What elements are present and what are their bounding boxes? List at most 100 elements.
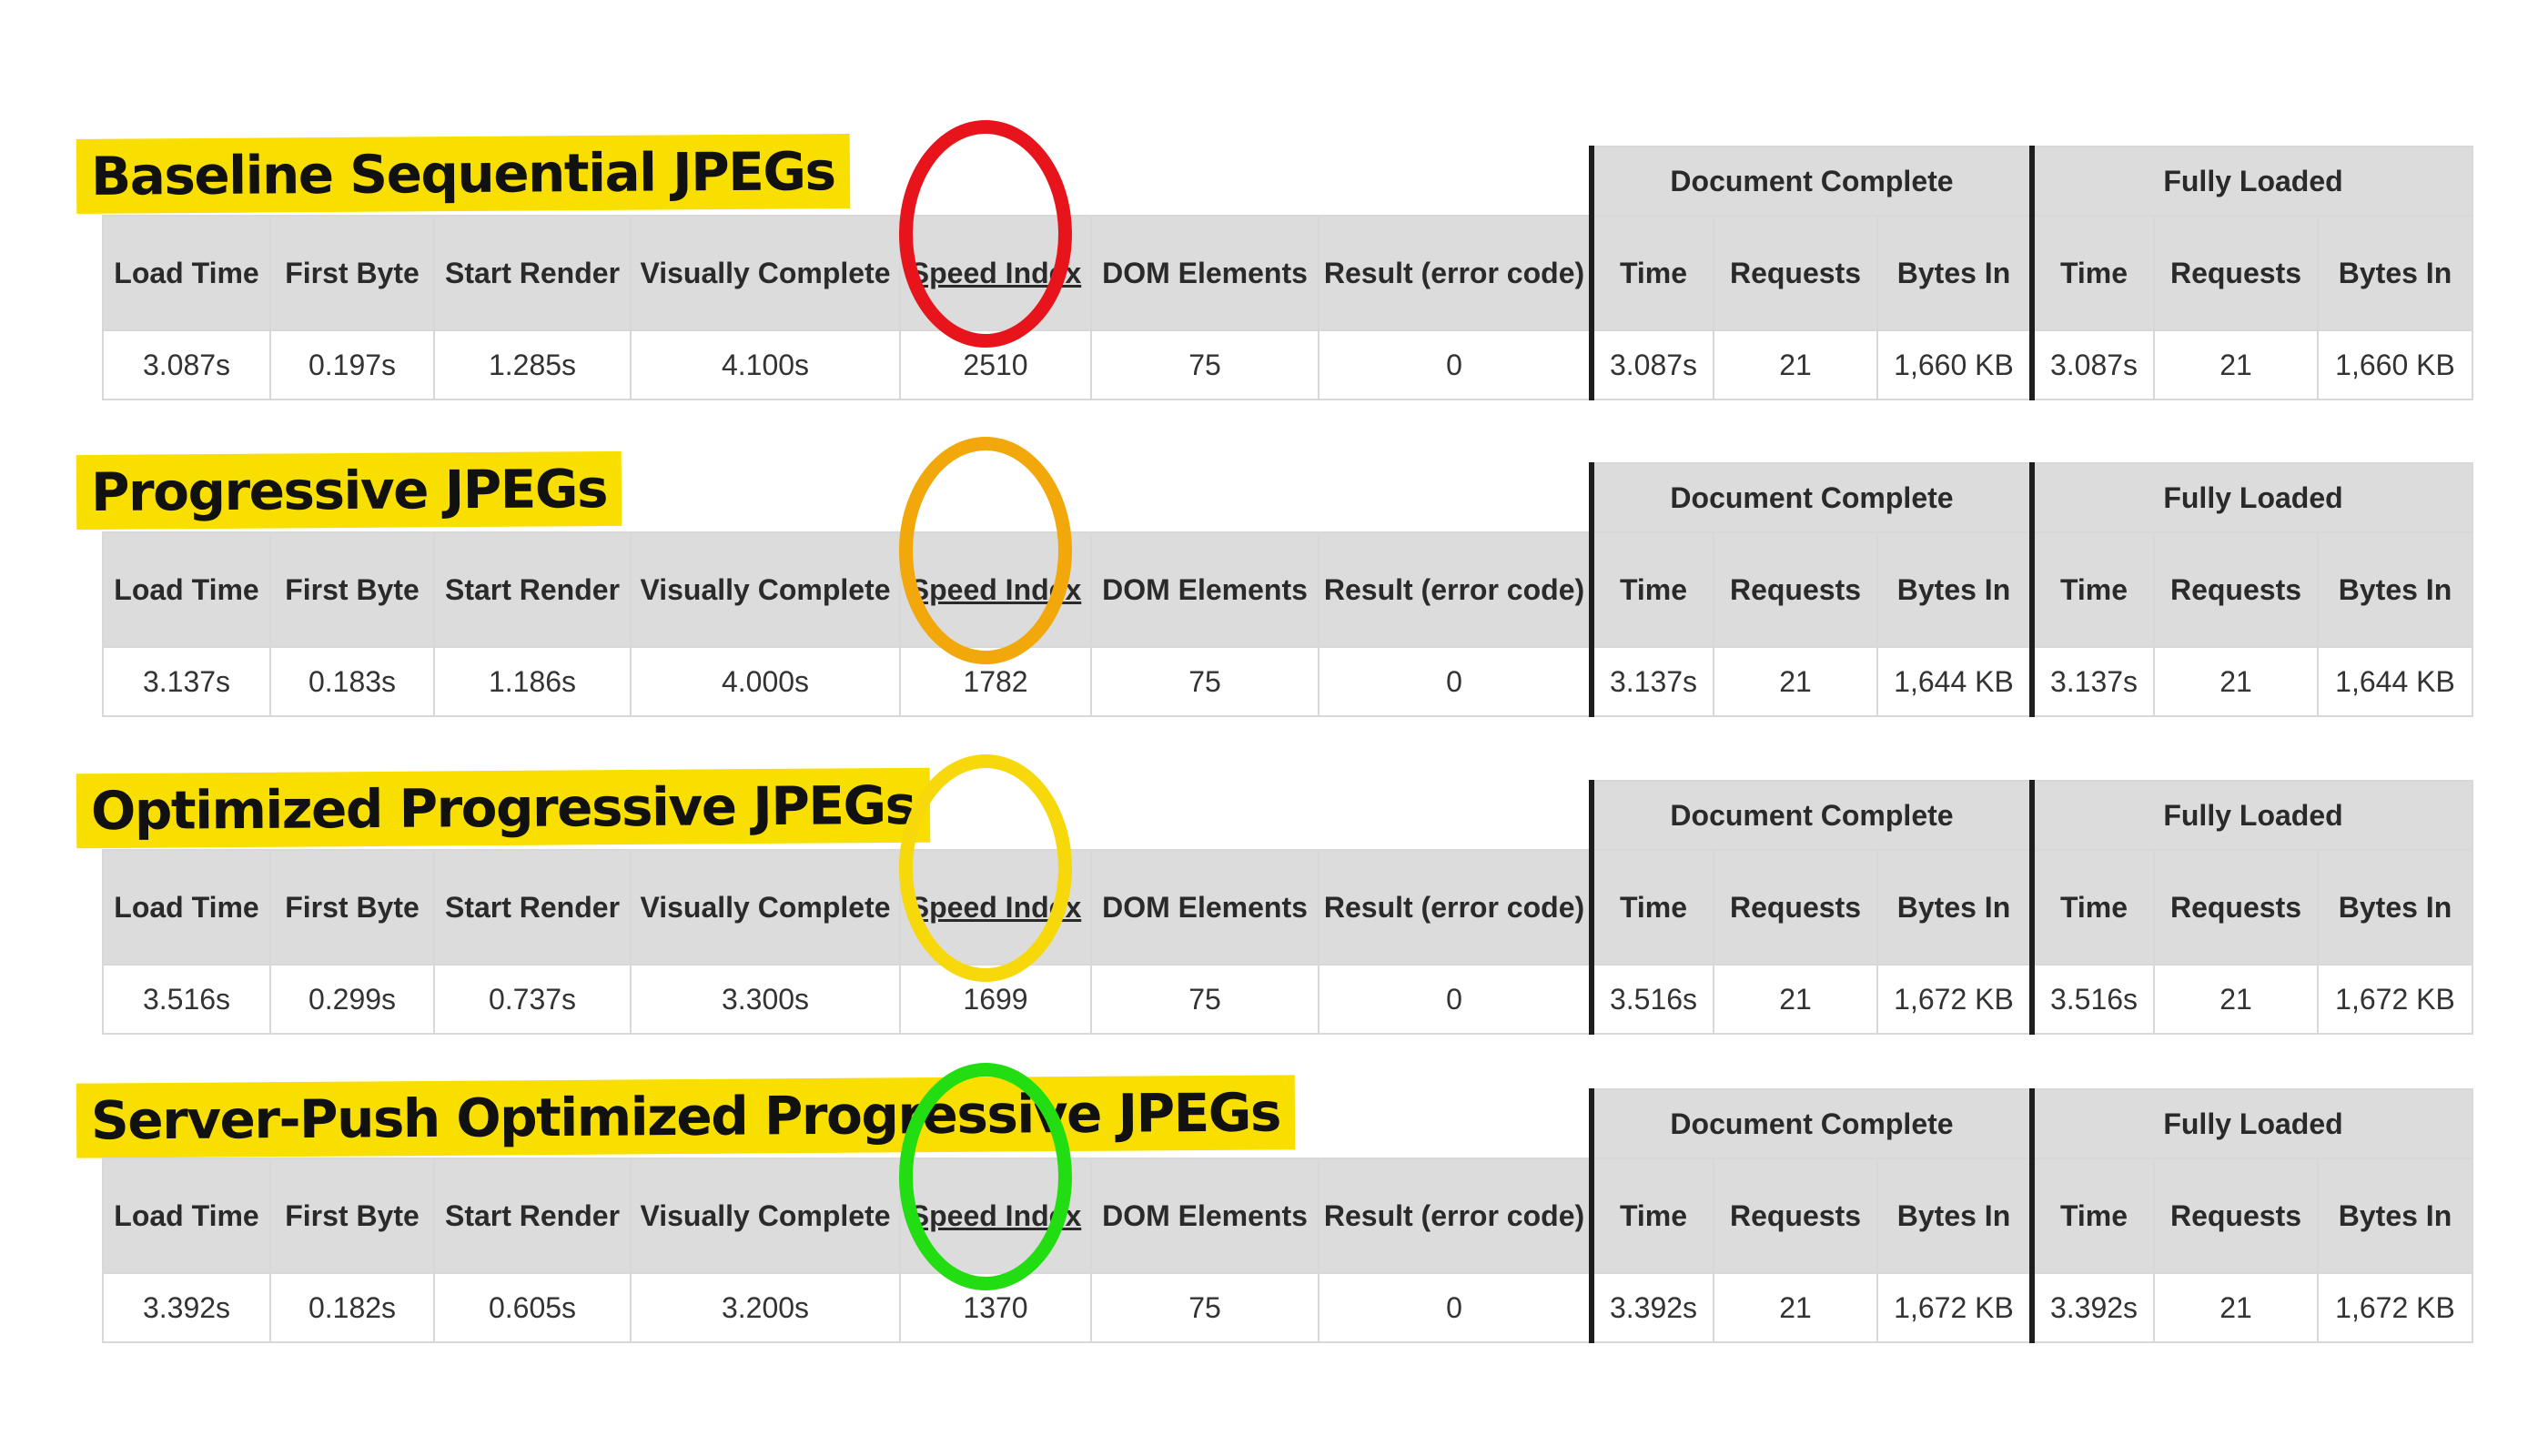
visually-complete-value: 3.300s [630, 964, 901, 1035]
speed-index-header[interactable]: Speed Index [899, 849, 1092, 966]
fully-loaded-header: Fully Loaded [2029, 462, 2473, 533]
full-bytes-header: Bytes In [2317, 215, 2473, 331]
dom-elements-value: 75 [1090, 646, 1320, 717]
table-row: 3.392s 0.182s 0.605s 3.200s 1370 75 0 3.… [102, 1272, 2473, 1343]
start-render-value: 1.285s [433, 329, 632, 400]
speed-index-value: 1699 [899, 964, 1092, 1035]
speed-index-link[interactable]: Speed Index [909, 572, 1082, 606]
document-complete-header: Document Complete [1589, 462, 2033, 533]
results-table: Document Complete Fully Loaded Load Time… [102, 780, 2473, 1035]
speed-index-link[interactable]: Speed Index [909, 256, 1082, 289]
full-bytes-value: 1,672 KB [2317, 964, 2473, 1035]
speed-index-header[interactable]: Speed Index [899, 1158, 1092, 1274]
full-requests-header: Requests [2153, 531, 2319, 648]
doc-bytes-value: 1,672 KB [1876, 1272, 2033, 1343]
visually-complete-value: 4.100s [630, 329, 901, 400]
load-time-header: Load Time [102, 1158, 271, 1274]
doc-time-value: 3.392s [1589, 1272, 1714, 1343]
full-time-header: Time [2029, 531, 2155, 648]
doc-requests-header: Requests [1713, 1158, 1878, 1274]
test-block-progressive: Progressive JPEGs Document Complete Full… [0, 437, 2548, 753]
start-render-value: 1.186s [433, 646, 632, 717]
doc-bytes-value: 1,660 KB [1876, 329, 2033, 400]
doc-time-header: Time [1589, 215, 1714, 331]
table-row: 3.137s 0.183s 1.186s 4.000s 1782 75 0 3.… [102, 646, 2473, 717]
full-bytes-header: Bytes In [2317, 849, 2473, 966]
start-render-value: 0.605s [433, 1272, 632, 1343]
doc-bytes-value: 1,644 KB [1876, 646, 2033, 717]
first-byte-header: First Byte [269, 531, 435, 648]
result-header: Result (error code) [1318, 1158, 1592, 1274]
full-requests-header: Requests [2153, 1158, 2319, 1274]
full-time-value: 3.137s [2029, 646, 2155, 717]
full-requests-value: 21 [2153, 1272, 2319, 1343]
doc-bytes-header: Bytes In [1876, 1158, 2033, 1274]
doc-bytes-header: Bytes In [1876, 215, 2033, 331]
first-byte-header: First Byte [269, 1158, 435, 1274]
load-time-value: 3.392s [102, 1272, 271, 1343]
visually-complete-value: 3.200s [630, 1272, 901, 1343]
doc-requests-header: Requests [1713, 531, 1878, 648]
result-header: Result (error code) [1318, 215, 1592, 331]
results-table: Document Complete Fully Loaded Load Time… [102, 1088, 2473, 1343]
doc-requests-value: 21 [1713, 1272, 1878, 1343]
full-time-header: Time [2029, 849, 2155, 966]
load-time-header: Load Time [102, 531, 271, 648]
full-time-value: 3.516s [2029, 964, 2155, 1035]
full-requests-header: Requests [2153, 215, 2319, 331]
start-render-header: Start Render [433, 1158, 632, 1274]
result-header: Result (error code) [1318, 531, 1592, 648]
full-bytes-value: 1,644 KB [2317, 646, 2473, 717]
speed-index-value: 1370 [899, 1272, 1092, 1343]
load-time-value: 3.137s [102, 646, 271, 717]
speed-index-header[interactable]: Speed Index [899, 215, 1092, 331]
speed-index-header[interactable]: Speed Index [899, 531, 1092, 648]
first-byte-value: 0.299s [269, 964, 435, 1035]
speed-index-link[interactable]: Speed Index [909, 890, 1082, 924]
doc-requests-header: Requests [1713, 215, 1878, 331]
load-time-value: 3.516s [102, 964, 271, 1035]
result-value: 0 [1318, 329, 1592, 400]
dom-elements-value: 75 [1090, 329, 1320, 400]
test-block-server-push: Server-Push Optimized Progressive JPEGs … [0, 1063, 2548, 1380]
full-time-value: 3.392s [2029, 1272, 2155, 1343]
speed-index-link[interactable]: Speed Index [909, 1198, 1082, 1232]
document-complete-header: Document Complete [1589, 1088, 2033, 1159]
doc-requests-header: Requests [1713, 849, 1878, 966]
speed-index-value: 2510 [899, 329, 1092, 400]
fully-loaded-header: Fully Loaded [2029, 1088, 2473, 1159]
speed-index-value: 1782 [899, 646, 1092, 717]
load-time-header: Load Time [102, 849, 271, 966]
dom-elements-header: DOM Elements [1090, 215, 1320, 331]
full-requests-value: 21 [2153, 964, 2319, 1035]
test-block-optimized-progressive: Optimized Progressive JPEGs Document Com… [0, 754, 2548, 1071]
load-time-value: 3.087s [102, 329, 271, 400]
start-render-header: Start Render [433, 531, 632, 648]
fully-loaded-header: Fully Loaded [2029, 780, 2473, 851]
doc-time-value: 3.087s [1589, 329, 1714, 400]
full-requests-value: 21 [2153, 329, 2319, 400]
first-byte-header: First Byte [269, 215, 435, 331]
full-time-header: Time [2029, 1158, 2155, 1274]
doc-bytes-value: 1,672 KB [1876, 964, 2033, 1035]
doc-bytes-header: Bytes In [1876, 849, 2033, 966]
full-requests-value: 21 [2153, 646, 2319, 717]
doc-requests-value: 21 [1713, 329, 1878, 400]
table-row: 3.516s 0.299s 0.737s 3.300s 1699 75 0 3.… [102, 964, 2473, 1035]
dom-elements-header: DOM Elements [1090, 849, 1320, 966]
doc-bytes-header: Bytes In [1876, 531, 2033, 648]
dom-elements-header: DOM Elements [1090, 531, 1320, 648]
dom-elements-value: 75 [1090, 1272, 1320, 1343]
full-requests-header: Requests [2153, 849, 2319, 966]
visually-complete-header: Visually Complete [630, 849, 901, 966]
start-render-header: Start Render [433, 215, 632, 331]
full-bytes-value: 1,660 KB [2317, 329, 2473, 400]
dom-elements-header: DOM Elements [1090, 1158, 1320, 1274]
first-byte-header: First Byte [269, 849, 435, 966]
visually-complete-value: 4.000s [630, 646, 901, 717]
first-byte-value: 0.197s [269, 329, 435, 400]
result-header: Result (error code) [1318, 849, 1592, 966]
doc-requests-value: 21 [1713, 646, 1878, 717]
fully-loaded-header: Fully Loaded [2029, 146, 2473, 217]
first-byte-value: 0.183s [269, 646, 435, 717]
